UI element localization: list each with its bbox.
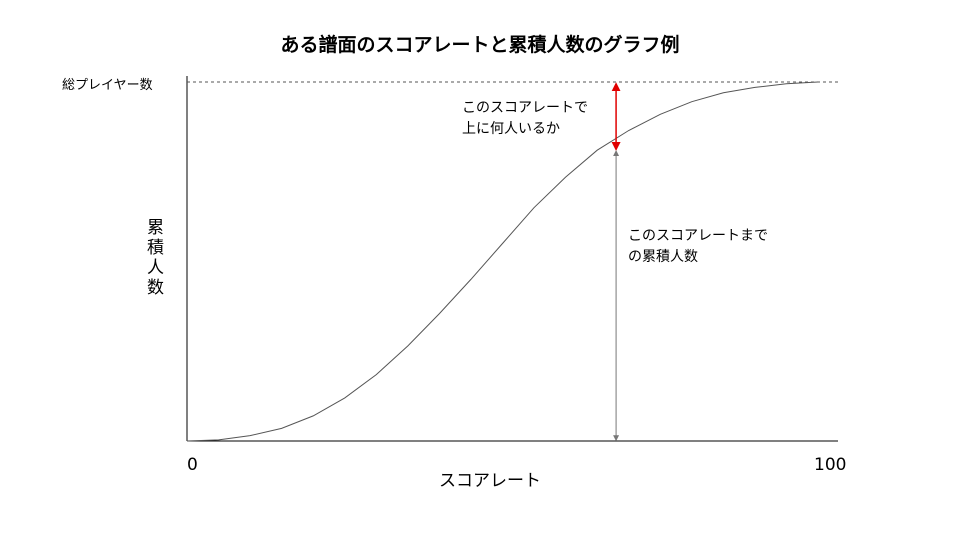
annotation-above-line-1: このスコアレートで [462, 100, 588, 116]
chart-title: ある譜面のスコアレートと累積人数のグラフ例 [280, 34, 680, 56]
y-max-label: 総プレイヤー数 [62, 78, 153, 93]
cumulative-curve [186, 81, 819, 442]
annotation-below-line-2: の累積人数 [628, 249, 698, 265]
x-tick-max: 100 [814, 455, 847, 475]
annotation-below: このスコアレートまで の累積人数 [628, 226, 768, 268]
x-axis-label: スコアレート [439, 471, 541, 491]
annotation-above-line-2: 上に何人いるか [462, 121, 560, 137]
x-tick-min: 0 [187, 455, 198, 475]
y-axis-label: 累積人数 [143, 218, 163, 298]
annotation-above: このスコアレートで 上に何人いるか [462, 98, 588, 140]
annotation-below-line-1: このスコアレートまで [628, 228, 768, 244]
